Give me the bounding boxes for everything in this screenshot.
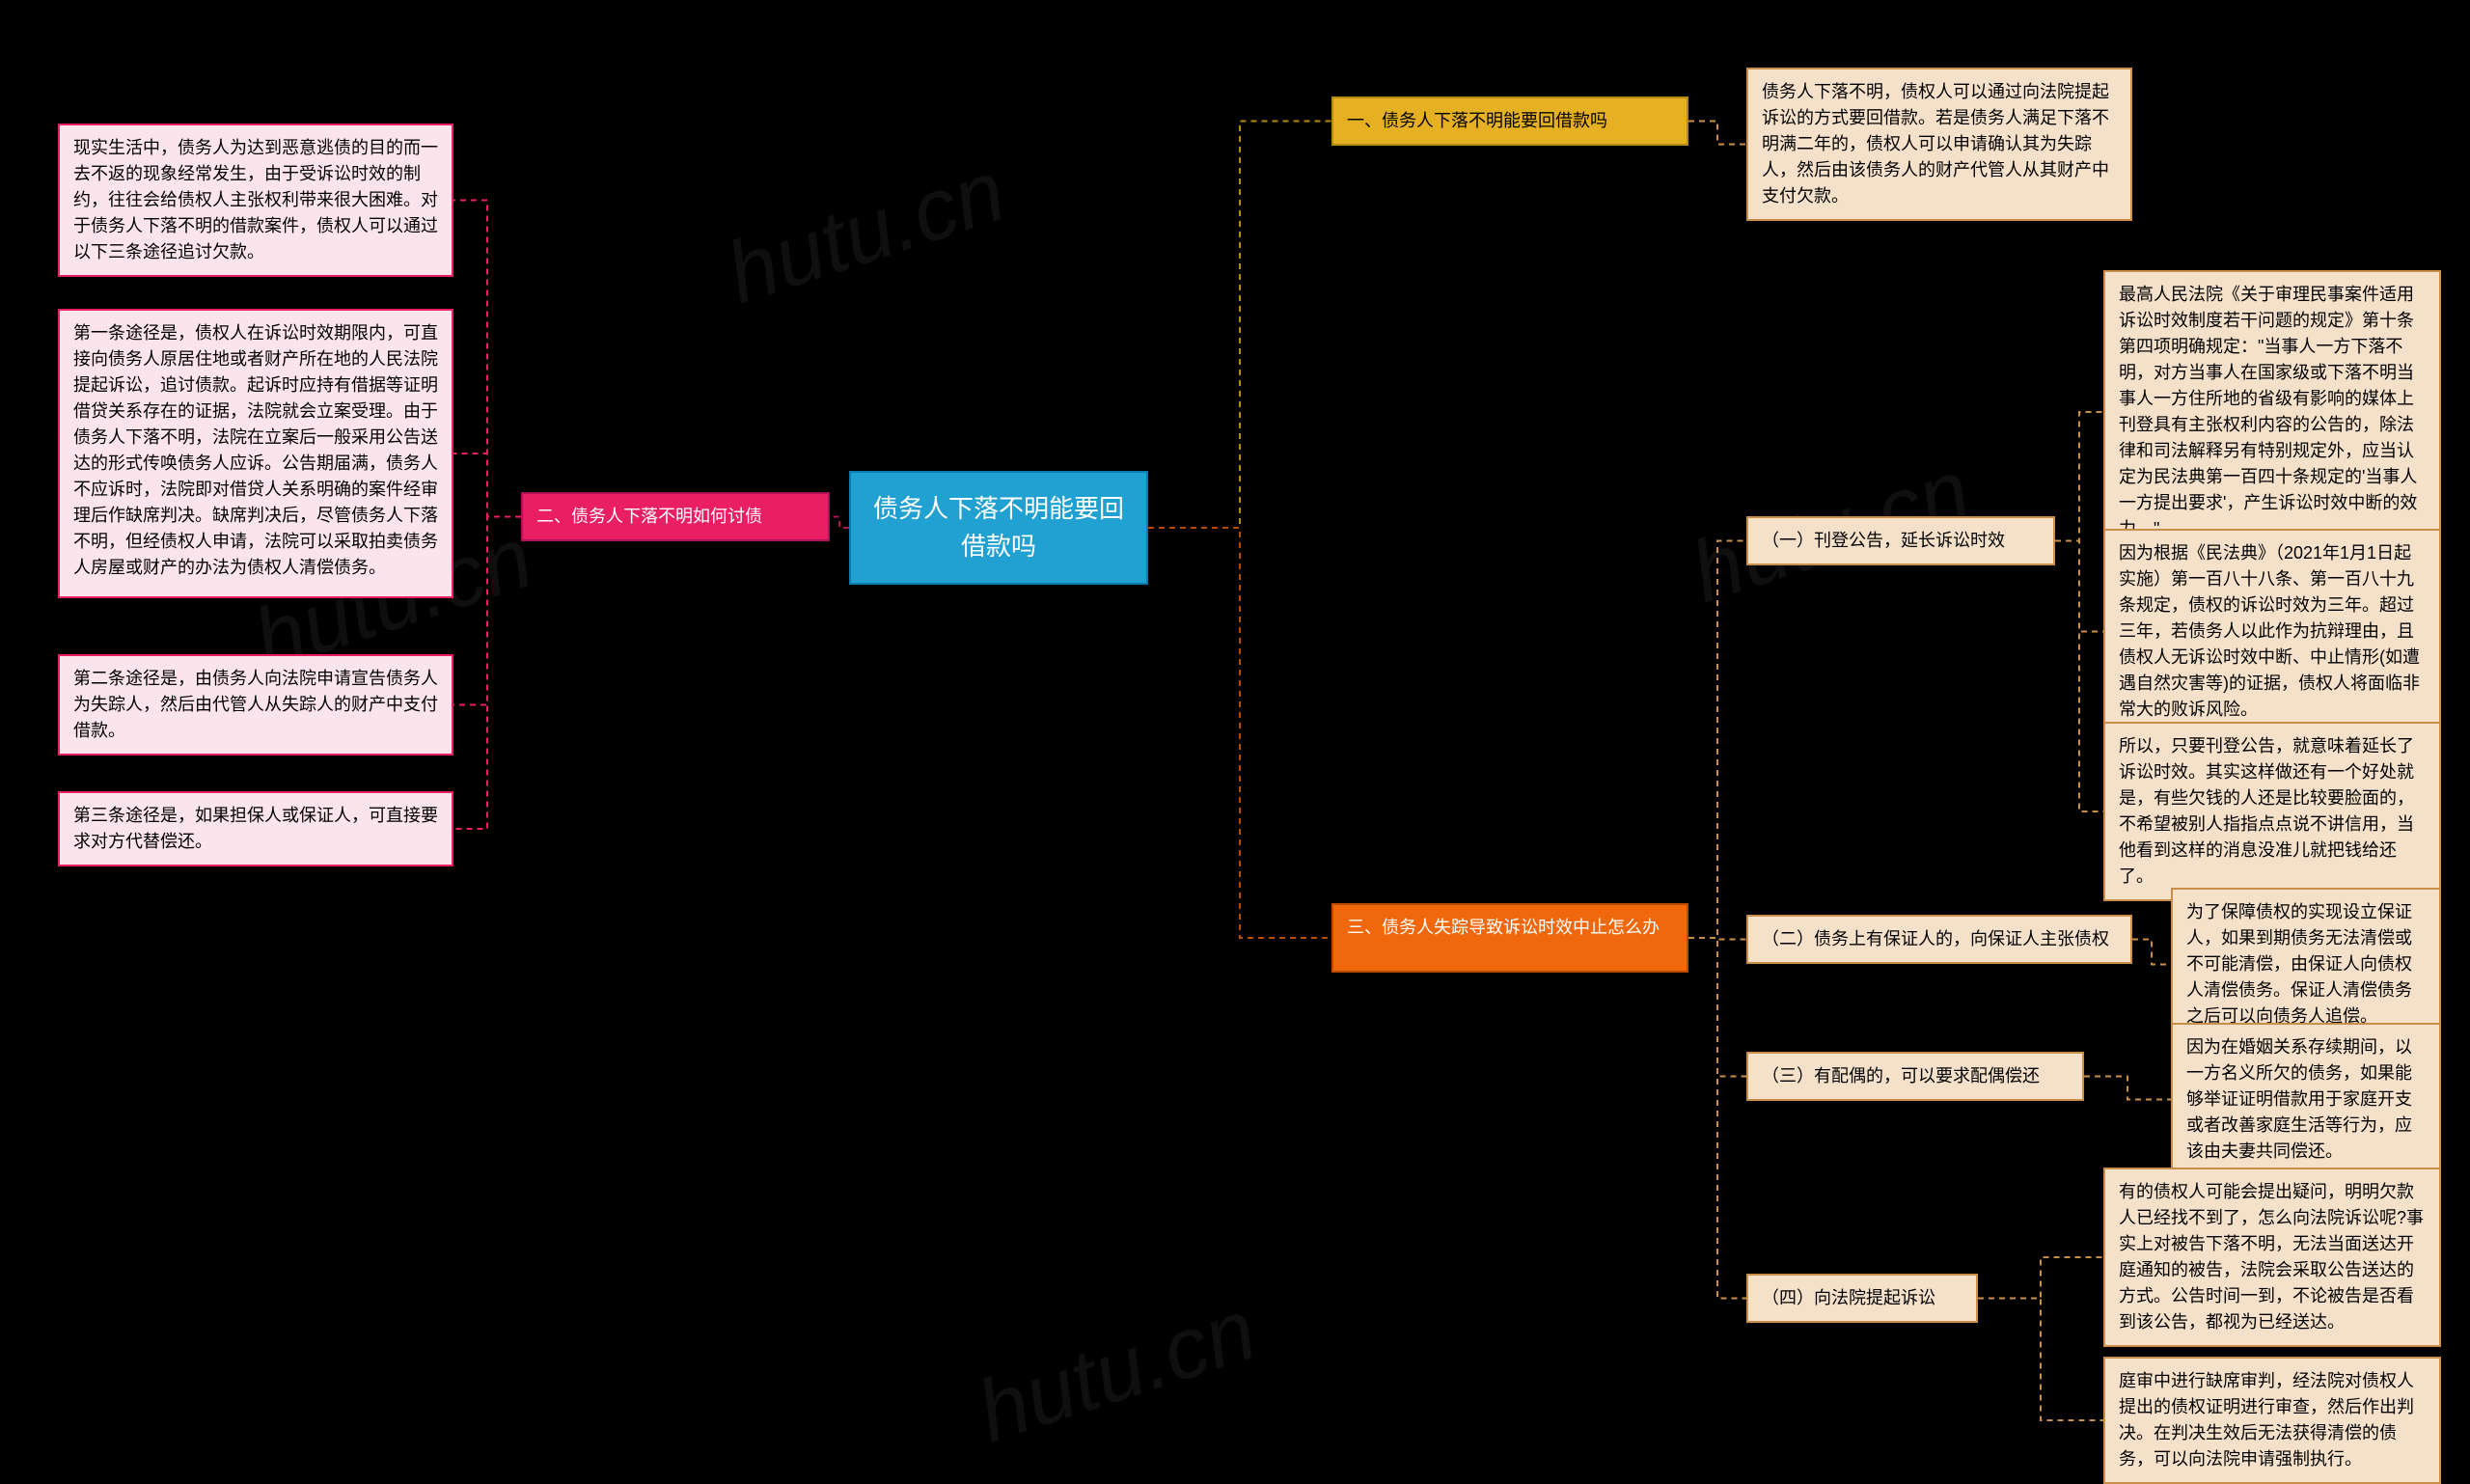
section-2-route-3: 第三条途径是，如果担保人或保证人，可直接要求对方代替偿还。 (58, 791, 453, 866)
section-3-sub-1-detail-3: 所以，只要刊登公告，就意味着延长了诉讼时效。其实这样做还有一个好处就是，有些欠钱… (2103, 722, 2441, 901)
section-3-sub-4: （四）向法院提起诉讼 (1746, 1274, 1978, 1323)
section-3-header: 三、债务人失踪导致诉讼时效中止怎么办 (1331, 903, 1688, 973)
section-2-route-1: 第一条途径是，债权人在诉讼时效期限内，可直接向债务人原居住地或者财产所在地的人民… (58, 309, 453, 598)
root-node: 债务人下落不明能要回借款吗 (849, 471, 1148, 585)
section-2-header: 二、债务人下落不明如何讨债 (521, 492, 830, 541)
section-3-sub-4-detail-2: 庭审中进行缺席审判，经法院对债权人提出的债权证明进行审查，然后作出判决。在判决生… (2103, 1357, 2441, 1484)
section-3-sub-1-detail-1: 最高人民法院《关于审理民事案件适用诉讼时效制度若干问题的规定》第十条第四项明确规… (2103, 270, 2441, 554)
section-1-header: 一、债务人下落不明能要回借款吗 (1331, 96, 1688, 146)
section-3-sub-3: （三）有配偶的，可以要求配偶偿还 (1746, 1052, 2084, 1101)
section-3-sub-2-detail: 为了保障债权的实现设立保证人，如果到期债务无法清偿或不可能清偿，由保证人向债权人… (2171, 888, 2441, 1041)
section-3-sub-4-detail-1: 有的债权人可能会提出疑问，明明欠款人已经找不到了，怎么向法院诉讼呢?事实上对被告… (2103, 1168, 2441, 1347)
section-3-sub-3-detail: 因为在婚姻关系存续期间，以一方名义所欠的债务，如果能够举证证明借款用于家庭开支或… (2171, 1023, 2441, 1176)
watermark: hutu.cn (966, 1280, 1268, 1463)
section-1-detail: 债务人下落不明，债权人可以通过向法院提起诉讼的方式要回借款。若是债务人满足下落不… (1746, 68, 2132, 221)
section-3-sub-1-detail-2: 因为根据《民法典》（2021年1月1日起实施）第一百八十八条、第一百八十九条规定… (2103, 529, 2441, 734)
watermark: hutu.cn (715, 142, 1017, 324)
section-2-route-2: 第二条途径是，由债务人向法院申请宣告债务人为失踪人，然后由代管人从失踪人的财产中… (58, 654, 453, 756)
section-2-route-intro: 现实生活中，债务人为达到恶意逃债的目的而一去不返的现象经常发生，由于受诉讼时效的… (58, 124, 453, 277)
section-3-sub-2: （二）债务上有保证人的，向保证人主张债权 (1746, 915, 2132, 964)
mindmap-canvas: hutu.cn hutu.cn hutu.cn hutu.cn 债务人下落不明能… (0, 0, 2470, 1468)
section-3-sub-1: （一）刊登公告，延长诉讼时效 (1746, 516, 2055, 565)
